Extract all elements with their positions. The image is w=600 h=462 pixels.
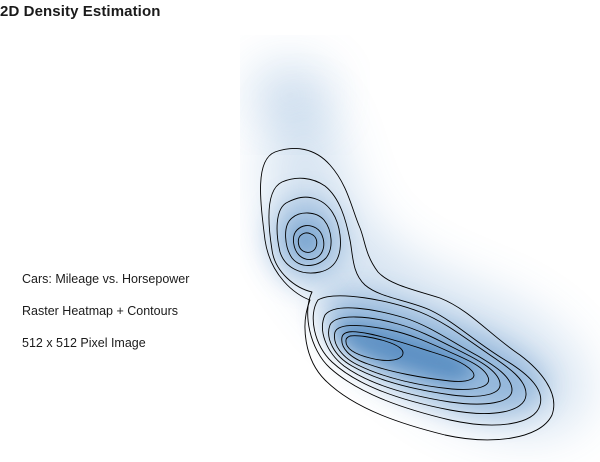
chart-title: 2D Density Estimation — [0, 3, 161, 20]
contour-level-5a — [293, 225, 325, 260]
density-plot — [250, 65, 588, 441]
contour-level-4a — [285, 212, 332, 266]
contour-level-1 — [260, 148, 555, 441]
contour-level-6b — [334, 324, 490, 390]
contour-level-5b — [328, 316, 501, 397]
contour-level-3b — [312, 295, 527, 414]
heatmap-top-tail — [250, 65, 330, 125]
contour-level-2 — [268, 177, 542, 426]
caption-size: 512 x 512 Pixel Image — [22, 336, 146, 350]
contour-level-7 — [341, 331, 475, 382]
contour-level-6a — [297, 232, 318, 253]
contour-level-4b — [322, 307, 513, 405]
contour-level-8 — [345, 335, 404, 361]
heatmap-secondary-core — [291, 226, 319, 254]
contour-lines — [260, 148, 555, 441]
contour-level-3a — [276, 196, 341, 274]
caption-method: Raster Heatmap + Contours — [22, 304, 178, 318]
caption-dataset: Cars: Mileage vs. Horsepower — [22, 272, 190, 286]
